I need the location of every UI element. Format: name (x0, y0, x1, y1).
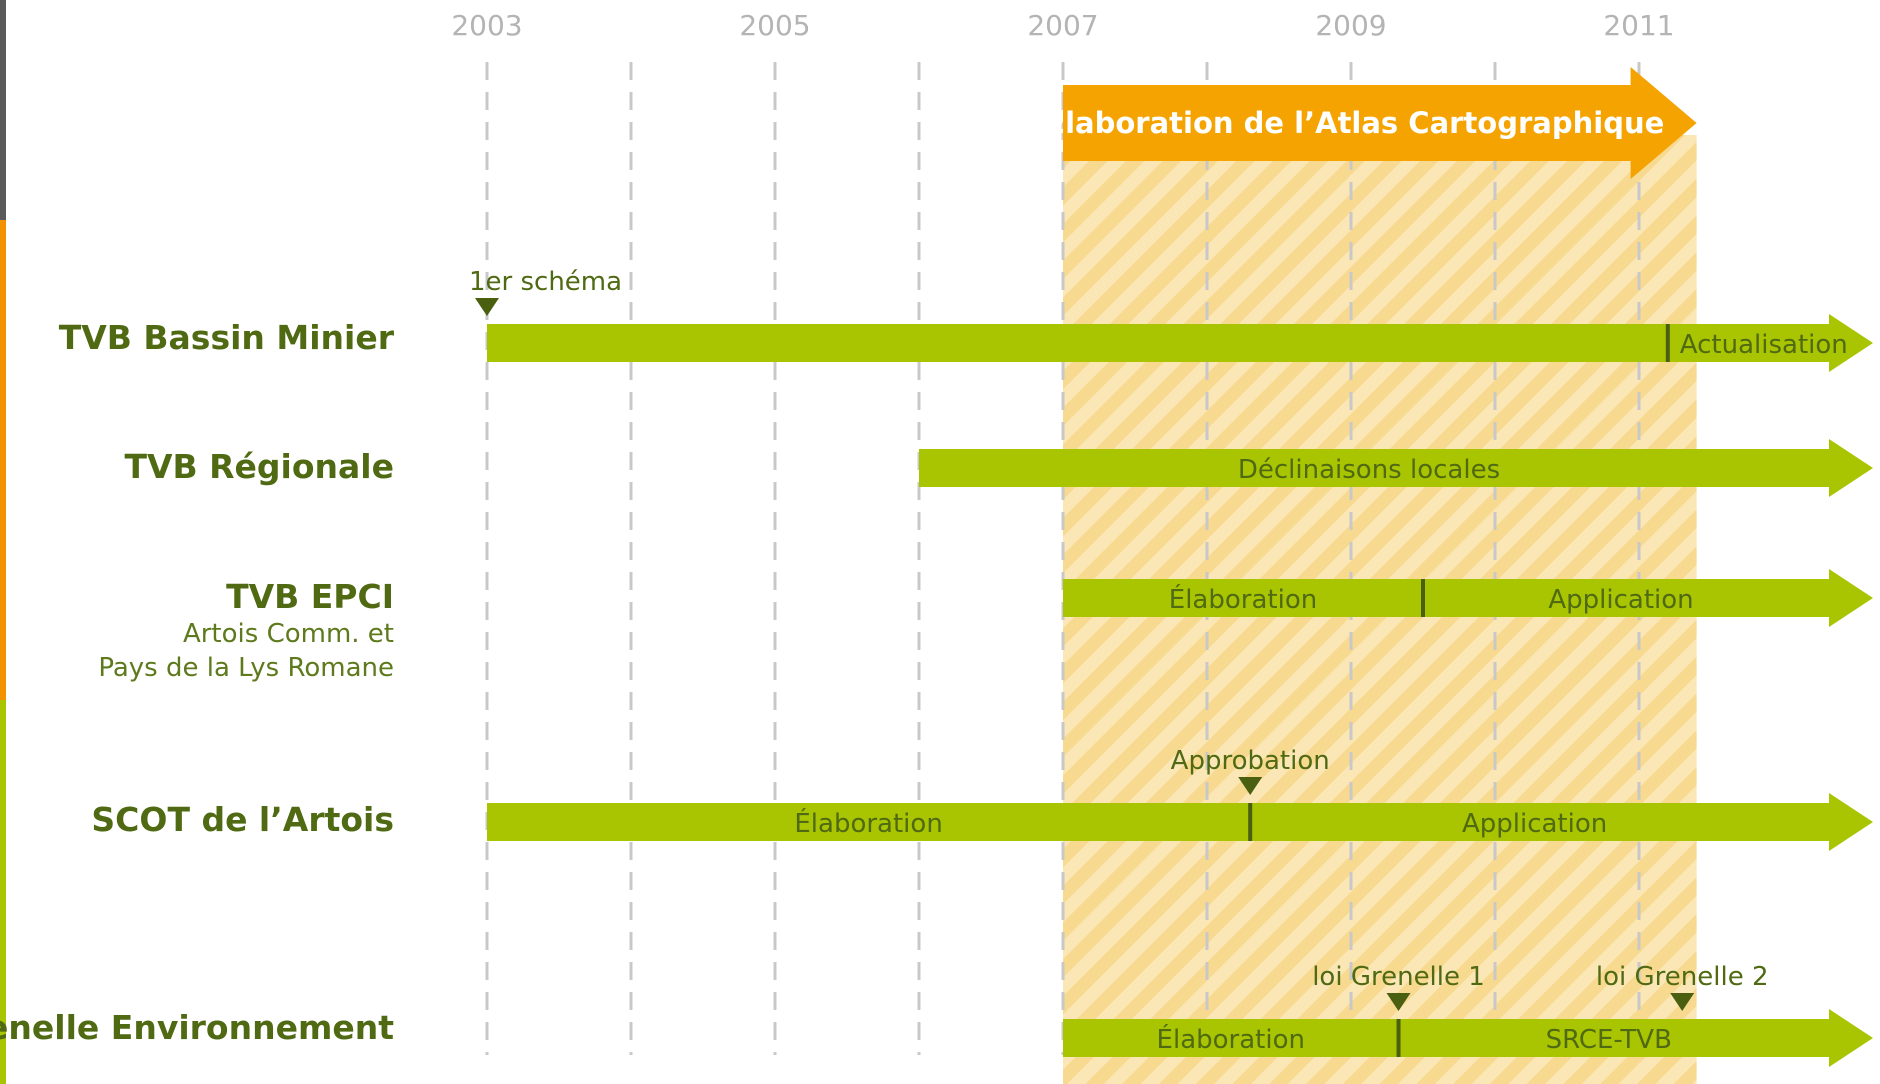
year-label-2005: 2005 (739, 9, 810, 42)
segment-label-regionale-0: Déclinaisons locales (1238, 455, 1500, 485)
segment-label-grenelle-1: SRCE-TVB (1546, 1025, 1672, 1055)
row-scot: Élaboration Application Approbation (487, 746, 1873, 851)
year-label-2007: 2007 (1027, 9, 1098, 42)
bar-bassin (487, 314, 1873, 372)
row-subtitle-epci-line1: Artois Comm. et (182, 619, 394, 649)
row-grenelle: Élaboration SRCE-TVB loi Grenelle 1 loi Gre… (1063, 962, 1873, 1067)
row-title-scot: SCOT de l’Artois (91, 800, 394, 839)
segment-label-scot-1: Application (1462, 809, 1607, 839)
row-subtitle-epci-line2: Pays de la Lys Romane (98, 653, 394, 683)
marker-triangle-grenelle-1 (1670, 993, 1695, 1011)
row-bassin: Actualisation 1er schéma (469, 267, 1873, 372)
year-label-2003: 2003 (451, 9, 522, 42)
row-title-regionale: TVB Régionale (124, 447, 394, 486)
segment-label-epci-1: Application (1548, 585, 1693, 615)
marker-triangle-scot-0 (1238, 777, 1263, 795)
marker-label-grenelle-1: loi Grenelle 2 (1596, 962, 1769, 992)
segment-label-scot-0: Élaboration (794, 807, 942, 839)
segment-label-grenelle-0: Élaboration (1157, 1023, 1305, 1055)
segment-label-epci-0: Élaboration (1169, 583, 1317, 615)
bar-grenelle (1063, 1009, 1873, 1067)
segment-label-bassin-0: Actualisation (1680, 330, 1848, 360)
marker-label-scot-0: Approbation (1171, 746, 1330, 776)
row-regionale: Déclinaisons locales (919, 439, 1873, 497)
year-label-2011: 2011 (1603, 9, 1674, 42)
row-title-grenelle: Grenelle Environnement (0, 1008, 394, 1047)
marker-label-bassin-0: 1er schéma (469, 267, 622, 297)
edge-accent-green (0, 700, 6, 1084)
edge-accent-gray (0, 0, 6, 220)
atlas-arrow (1063, 67, 1697, 179)
row-title-bassin: TVB Bassin Minier (58, 318, 394, 357)
row-epci: Élaboration Application (1063, 569, 1873, 627)
marker-label-grenelle-0: loi Grenelle 1 (1312, 962, 1485, 992)
bar-scot (487, 793, 1873, 851)
atlas-arrow-label: Élaboration de l’Atlas Cartographique (1045, 106, 1664, 140)
marker-triangle-grenelle-0 (1386, 993, 1411, 1011)
year-label-2009: 2009 (1315, 9, 1386, 42)
bar-regionale (919, 439, 1873, 497)
marker-triangle-bassin-0 (475, 298, 499, 316)
edge-accent-orange (0, 220, 6, 700)
row-title-epci: TVB EPCI (226, 577, 394, 616)
bar-epci (1063, 569, 1873, 627)
